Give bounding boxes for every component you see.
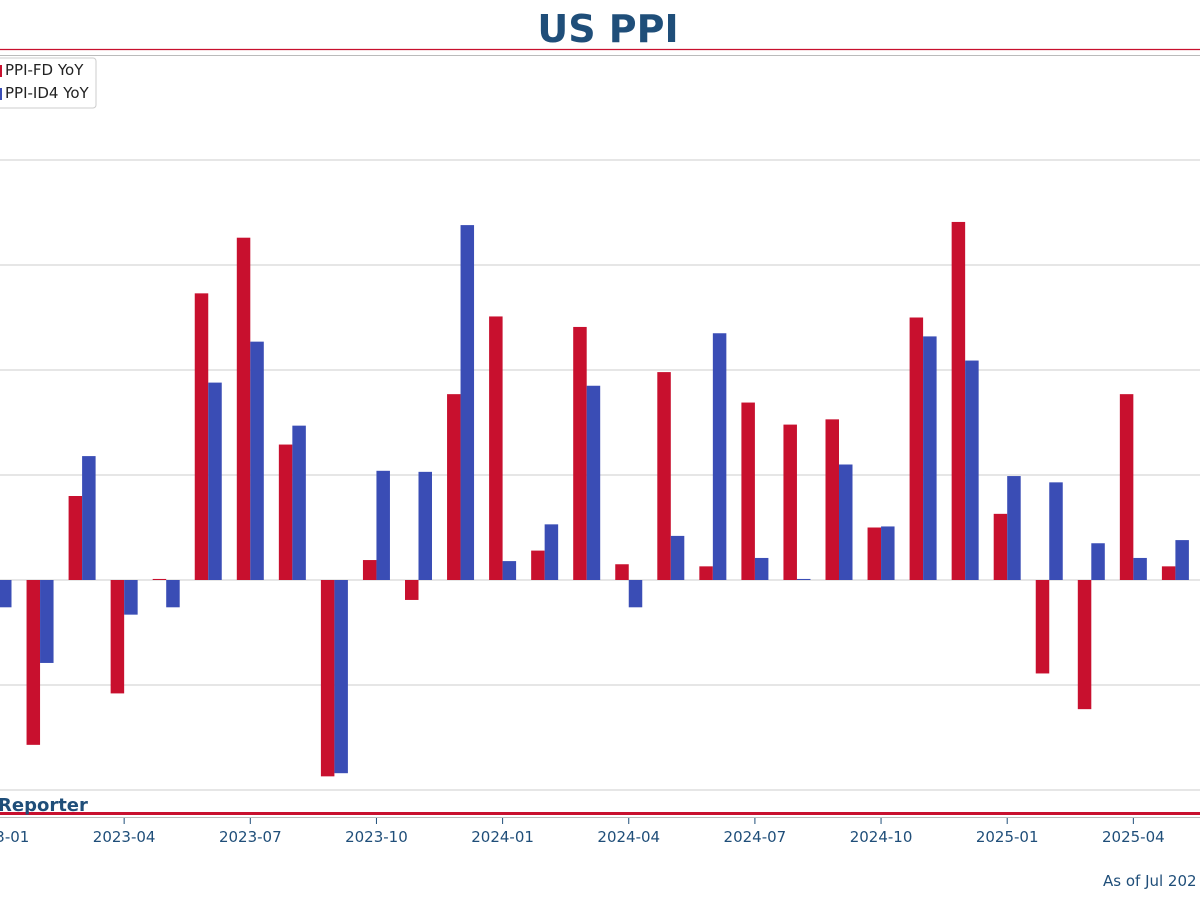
as-of-date: As of Jul 202 xyxy=(1103,872,1197,890)
x-tick-label: 2024-01 xyxy=(471,828,534,846)
bar-ppi-id4-2023-11 xyxy=(418,471,432,580)
bar-ppi-id4-2023-01 xyxy=(0,580,12,608)
bar-ppi-fd-2023-10 xyxy=(362,560,377,580)
bar-ppi-fd-2023-07 xyxy=(236,237,251,580)
bar-ppi-id4-2024-08 xyxy=(796,578,811,580)
legend: PPI-FD YoY PPI-ID4 YoY xyxy=(0,57,97,109)
bar-ppi-fd-2023-08 xyxy=(278,444,293,580)
bar-ppi-id4-2025-02 xyxy=(1049,482,1063,580)
legend-swatch-ppi-id4 xyxy=(0,88,2,100)
bar-ppi-id4-2025-03 xyxy=(1091,543,1105,580)
legend-label-ppi-id4: PPI-ID4 YoY xyxy=(5,84,90,102)
bar-ppi-id4-2024-03 xyxy=(586,385,601,580)
x-tick-label: 2024-10 xyxy=(850,828,913,846)
bar-ppi-fd-2025-03 xyxy=(1077,580,1092,710)
bar-ppi-fd-2023-03 xyxy=(68,496,83,580)
bar-ppi-fd-2024-01 xyxy=(489,316,503,580)
legend-box xyxy=(0,57,97,109)
bar-ppi-fd-2024-08 xyxy=(783,424,797,580)
bar-ppi-fd-2024-09 xyxy=(825,419,839,580)
bar-ppi-fd-2023-04 xyxy=(110,580,125,694)
bars xyxy=(0,221,1189,777)
bar-ppi-id4-2024-05 xyxy=(670,535,685,580)
legend-swatch-ppi-fd xyxy=(0,65,2,77)
x-tick-label: 2023-04 xyxy=(93,828,156,846)
bar-ppi-id4-2024-06 xyxy=(712,333,727,580)
bar-ppi-id4-2024-01 xyxy=(502,561,517,580)
bar-ppi-id4-2025-01 xyxy=(1007,476,1021,580)
x-tick-label: 2025-01 xyxy=(976,828,1039,846)
bar-ppi-fd-2024-06 xyxy=(699,566,713,580)
bar-ppi-fd-2023-12 xyxy=(447,394,461,580)
bar-ppi-id4-2023-08 xyxy=(292,425,306,580)
bar-ppi-id4-2024-09 xyxy=(839,464,853,580)
bar-ppi-fd-2024-10 xyxy=(867,527,882,580)
bar-ppi-fd-2024-02 xyxy=(531,550,545,580)
bar-ppi-id4-2023-09 xyxy=(334,580,348,774)
bar-ppi-id4-2023-03 xyxy=(82,456,96,580)
bar-ppi-fd-2024-07 xyxy=(741,402,755,580)
bar-ppi-fd-2024-04 xyxy=(615,564,629,580)
x-axis: 2023-01 2023-04 2023-07 2023-10 2024-01 2024-… xyxy=(0,818,1165,846)
bar-ppi-fd-2024-03 xyxy=(573,326,587,580)
x-tick-label: 2023-01 xyxy=(0,828,29,846)
bar-ppi-fd-2023-05 xyxy=(152,578,167,580)
bar-ppi-id4-2023-10 xyxy=(376,470,390,580)
bar-ppi-fd-2025-04 xyxy=(1119,394,1134,580)
bar-ppi-id4-2024-07 xyxy=(754,557,769,580)
bar-ppi-id4-2023-02 xyxy=(40,580,54,663)
bar-ppi-id4-2024-04 xyxy=(628,580,643,608)
bar-ppi-id4-2024-11 xyxy=(923,336,937,580)
x-tick-label: 2025-04 xyxy=(1102,828,1165,846)
bar-ppi-id4-2023-12 xyxy=(460,225,475,580)
bar-ppi-fd-2023-11 xyxy=(405,580,419,600)
bar-ppi-fd-2025-02 xyxy=(1035,580,1050,674)
bar-ppi-fd-2023-02 xyxy=(26,580,41,745)
bar-ppi-fd-2025-05 xyxy=(1161,566,1176,580)
bar-ppi-fd-2023-06 xyxy=(194,293,209,580)
bar-ppi-id4-2023-05 xyxy=(166,580,180,608)
bar-ppi-fd-2024-11 xyxy=(909,317,924,580)
bar-ppi-id4-2023-04 xyxy=(124,580,138,615)
bar-ppi-id4-2025-04 xyxy=(1133,557,1147,580)
bar-ppi-fd-2025-01 xyxy=(993,513,1008,580)
bar-ppi-id4-2023-07 xyxy=(250,341,264,580)
bar-ppi-id4-2024-10 xyxy=(881,526,895,580)
x-tick-label: 2023-10 xyxy=(345,828,408,846)
bar-ppi-id4-2023-06 xyxy=(208,382,222,580)
x-tick-label: 2024-04 xyxy=(597,828,660,846)
bar-ppi-fd-2024-12 xyxy=(951,221,966,580)
brand-label: Reporter xyxy=(0,795,88,816)
x-tick-label: 2023-07 xyxy=(219,828,282,846)
bar-ppi-id4-2025-05 xyxy=(1175,540,1189,580)
chart-title: US PPI xyxy=(537,7,678,51)
bar-ppi-fd-2023-09 xyxy=(320,580,335,777)
legend-label-ppi-fd: PPI-FD YoY xyxy=(5,61,84,79)
bar-ppi-id4-2024-12 xyxy=(965,360,979,580)
bar-ppi-fd-2024-05 xyxy=(657,372,671,580)
bar-ppi-id4-2024-02 xyxy=(544,524,559,580)
x-tick-label: 2024-07 xyxy=(724,828,787,846)
